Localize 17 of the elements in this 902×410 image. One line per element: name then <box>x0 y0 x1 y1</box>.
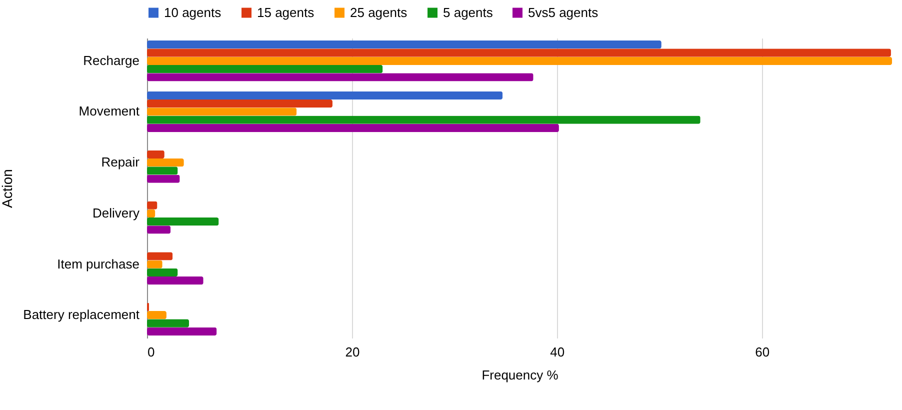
legend-label: 5vs5 agents <box>528 4 599 20</box>
y-tick-label: Recharge <box>83 52 140 68</box>
legend-label: 5 agents <box>443 4 494 20</box>
y-tick-label: Item purchase <box>57 256 140 272</box>
y-tick-label: Battery replacement <box>23 307 140 322</box>
legend-label: 25 agents <box>350 4 408 20</box>
x-tick-label: 40 <box>550 344 565 360</box>
y-tick-label: Repair <box>101 154 140 170</box>
y-axis-title: Action <box>0 169 16 208</box>
x-tick-label: 60 <box>755 344 770 360</box>
x-axis-title: Frequency % <box>482 368 559 382</box>
y-tick-label: Movement <box>78 104 140 119</box>
x-tick-label: 0 <box>148 344 155 360</box>
legend-label: 15 agents <box>257 4 315 20</box>
legend-label: 10 agents <box>164 4 222 20</box>
x-tick-label: 20 <box>345 344 360 360</box>
y-tick-label: Delivery <box>92 205 140 220</box>
